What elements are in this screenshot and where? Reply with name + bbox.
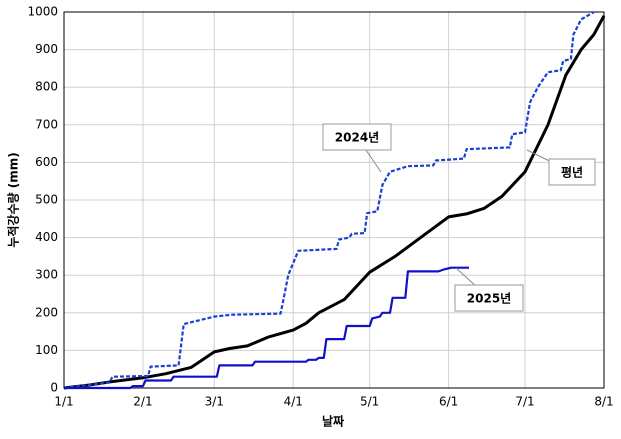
y-tick-label: 100 (35, 343, 58, 357)
legend-label: 평년 (561, 166, 583, 180)
y-tick-label: 500 (35, 193, 58, 207)
series-line (63, 15, 606, 390)
series-line (63, 11, 595, 390)
y-tick-label: 800 (35, 80, 58, 94)
y-tick-label: 900 (35, 42, 58, 56)
legend-label: 2025년 (467, 292, 511, 306)
callout-box (548, 158, 596, 186)
x-tick-label: 4/1 (284, 395, 303, 409)
x-tick-label: 3/1 (205, 395, 224, 409)
y-tick-label: 400 (35, 230, 58, 244)
x-axis-label: 날짜 (322, 414, 344, 429)
plot-frame (63, 11, 605, 389)
legend-label: 2024년 (335, 131, 379, 145)
x-tick-label: 6/1 (439, 395, 458, 409)
y-tick-label: 1000 (27, 5, 58, 19)
x-tick-label: 1/1 (54, 395, 73, 409)
series-line (64, 266, 469, 390)
x-tick-label: 8/1 (594, 395, 613, 409)
callout-box (322, 123, 392, 151)
y-tick-label: 700 (35, 117, 58, 131)
y-tick-label: 200 (35, 305, 58, 319)
y-tick-label: 600 (35, 155, 58, 169)
callout-box (454, 284, 524, 312)
y-axis-label: 누적강수량 (mm) (6, 152, 21, 247)
x-tick-label: 5/1 (360, 395, 379, 409)
x-tick-label: 7/1 (515, 395, 534, 409)
x-tick-label: 2/1 (133, 395, 152, 409)
y-tick-label: 0 (50, 381, 58, 395)
y-tick-label: 300 (35, 268, 58, 282)
